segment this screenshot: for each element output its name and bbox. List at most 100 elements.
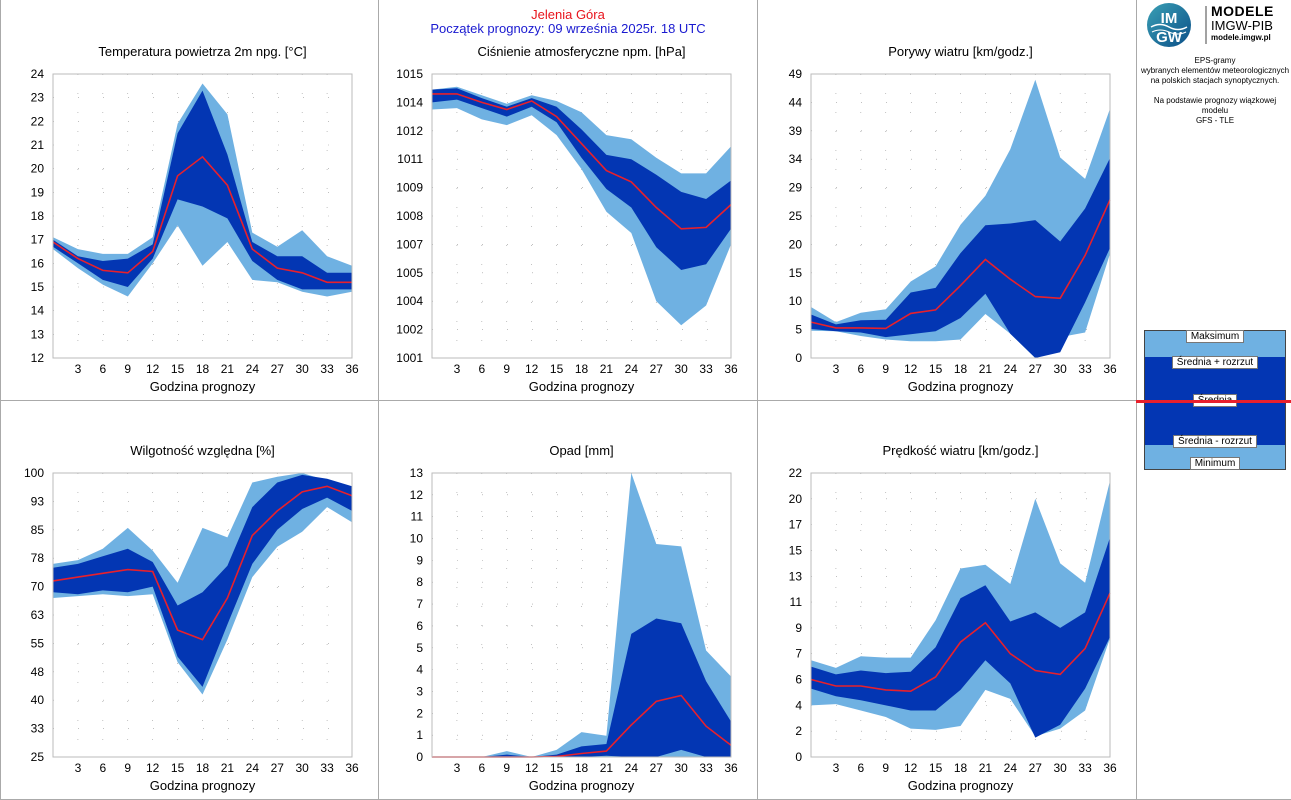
imgw-logo-icon: IM GW — [1147, 3, 1207, 47]
x-tick-label: 18 — [954, 362, 968, 376]
y-tick-label: 0 — [795, 351, 802, 365]
y-tick-label: 19 — [31, 185, 45, 199]
y-tick-label: 48 — [31, 665, 45, 679]
x-axis-label: Godzina prognozy — [150, 379, 256, 394]
x-tick-label: 6 — [99, 362, 106, 376]
y-tick-label: 10 — [410, 532, 424, 546]
band-spread — [432, 88, 731, 270]
y-tick-label: 16 — [31, 256, 45, 270]
y-tick-label: 25 — [31, 750, 45, 764]
x-axis-label: Godzina prognozy — [908, 379, 1014, 394]
y-tick-label: 9 — [416, 553, 423, 567]
x-tick-label: 33 — [1078, 761, 1092, 775]
y-tick-label: 20 — [789, 237, 803, 251]
plot-border — [810, 472, 1111, 758]
x-tick-label: 27 — [271, 362, 285, 376]
side-line: GFS - TLE — [1195, 116, 1235, 125]
chart-humidity: Wilgotność względna [%]3 6 9 12 15 18 21 24 27 30… — [24, 443, 359, 793]
y-tick-label: 1015 — [396, 67, 423, 81]
x-tick-label: 21 — [600, 362, 614, 376]
x-tick-label: 18 — [196, 362, 210, 376]
y-tick-label: 8 — [416, 575, 423, 589]
chart-title: Wilgotność względna [%] — [130, 443, 275, 458]
y-tick-label: 63 — [31, 608, 45, 622]
x-tick-label: 9 — [124, 761, 131, 775]
x-axis-label: Godzina prognozy — [908, 778, 1014, 793]
y-tick-label: 5 — [416, 641, 423, 655]
y-tick-label: 1011 — [397, 152, 423, 166]
y-tick-label: 1009 — [396, 181, 423, 195]
plot-border — [52, 472, 353, 758]
x-tick-label: 18 — [196, 761, 210, 775]
x-tick-label: 21 — [221, 761, 235, 775]
x-tick-label: 36 — [1103, 761, 1117, 775]
side-description: EPS-gramy wybranych elementów meteorolog… — [1140, 56, 1290, 126]
band-spread — [53, 474, 352, 687]
x-tick-label: 30 — [295, 362, 309, 376]
plot-border — [431, 472, 732, 758]
legend-max: Maksimum — [1145, 330, 1285, 343]
x-tick-label: 15 — [550, 362, 564, 376]
band-min-max — [432, 86, 731, 326]
x-tick-label: 6 — [857, 362, 864, 376]
y-tick-label: 17 — [789, 518, 803, 532]
y-tick-label: 2 — [795, 724, 802, 738]
x-tick-label: 27 — [1029, 362, 1043, 376]
y-tick-label: 70 — [31, 580, 45, 594]
forecast-start: Początek prognozy: 09 września 2025r. 18… — [430, 21, 705, 36]
chart-gusts: Porywy wiatru [km/godz.]3 6 9 12 15 18 21 24 27 3… — [789, 44, 1117, 394]
y-tick-label: 1008 — [396, 209, 423, 223]
x-tick-label: 6 — [478, 761, 485, 775]
mean-line — [810, 199, 1111, 330]
y-tick-label: 11 — [790, 595, 803, 609]
logo-url: modele.imgw.pl — [1211, 33, 1271, 42]
x-tick-label: 21 — [979, 362, 993, 376]
y-tick-label: 100 — [24, 466, 44, 480]
x-tick-label: 9 — [503, 761, 510, 775]
x-tick-label: 3 — [833, 362, 840, 376]
plot-border — [52, 73, 353, 359]
x-tick-label: 36 — [1103, 362, 1117, 376]
x-tick-label: 9 — [124, 362, 131, 376]
legend-mean-plus: Średnia + rozrzut — [1145, 356, 1285, 369]
plot-border — [431, 73, 732, 359]
y-tick-label: 33 — [31, 722, 45, 736]
x-tick-label: 3 — [454, 362, 461, 376]
y-tick-label: 13 — [789, 569, 803, 583]
y-tick-label: 93 — [31, 494, 45, 508]
y-tick-label: 1002 — [396, 323, 423, 337]
logo-title: MODELE — [1211, 3, 1274, 19]
legend: Maksimum Średnia + rozrzut Średnia Średn… — [1144, 330, 1286, 470]
y-tick-label: 22 — [789, 466, 803, 480]
y-tick-label: 39 — [789, 124, 803, 138]
band-spread — [432, 618, 731, 757]
x-tick-label: 24 — [625, 761, 639, 775]
x-tick-label: 6 — [857, 761, 864, 775]
y-tick-label: 0 — [416, 750, 423, 764]
y-tick-label: 34 — [789, 152, 803, 166]
mean-line — [52, 485, 353, 641]
x-tick-label: 3 — [454, 761, 461, 775]
x-tick-label: 3 — [75, 362, 82, 376]
mean-line — [432, 93, 732, 230]
logo-mark-bottom: GW — [1156, 29, 1183, 46]
side-line: wybranych elementów meteorologicznych — [1140, 66, 1290, 75]
side-line: Na podstawie prognozy wiązkowej modelu — [1153, 96, 1277, 115]
x-tick-label: 21 — [221, 362, 235, 376]
x-tick-label: 15 — [171, 761, 185, 775]
mean-line — [810, 592, 1111, 693]
y-tick-label: 18 — [31, 209, 45, 223]
legend-mean-line — [1136, 400, 1291, 403]
y-tick-label: 12 — [31, 351, 45, 365]
x-tick-label: 24 — [625, 362, 639, 376]
x-tick-label: 36 — [724, 761, 738, 775]
chart-pressure: Ciśnienie atmosferyczne npm. [hPa]3 6 9 12 1… — [396, 44, 738, 394]
x-tick-label: 6 — [478, 362, 485, 376]
x-tick-label: 30 — [1053, 761, 1067, 775]
chart-temperature: Temperatura powietrza 2m npg. [°C]3 6 9 12 1… — [31, 44, 359, 394]
side-line: EPS-gramy — [1194, 56, 1236, 65]
band-spread — [811, 537, 1110, 738]
x-tick-label: 18 — [575, 362, 589, 376]
